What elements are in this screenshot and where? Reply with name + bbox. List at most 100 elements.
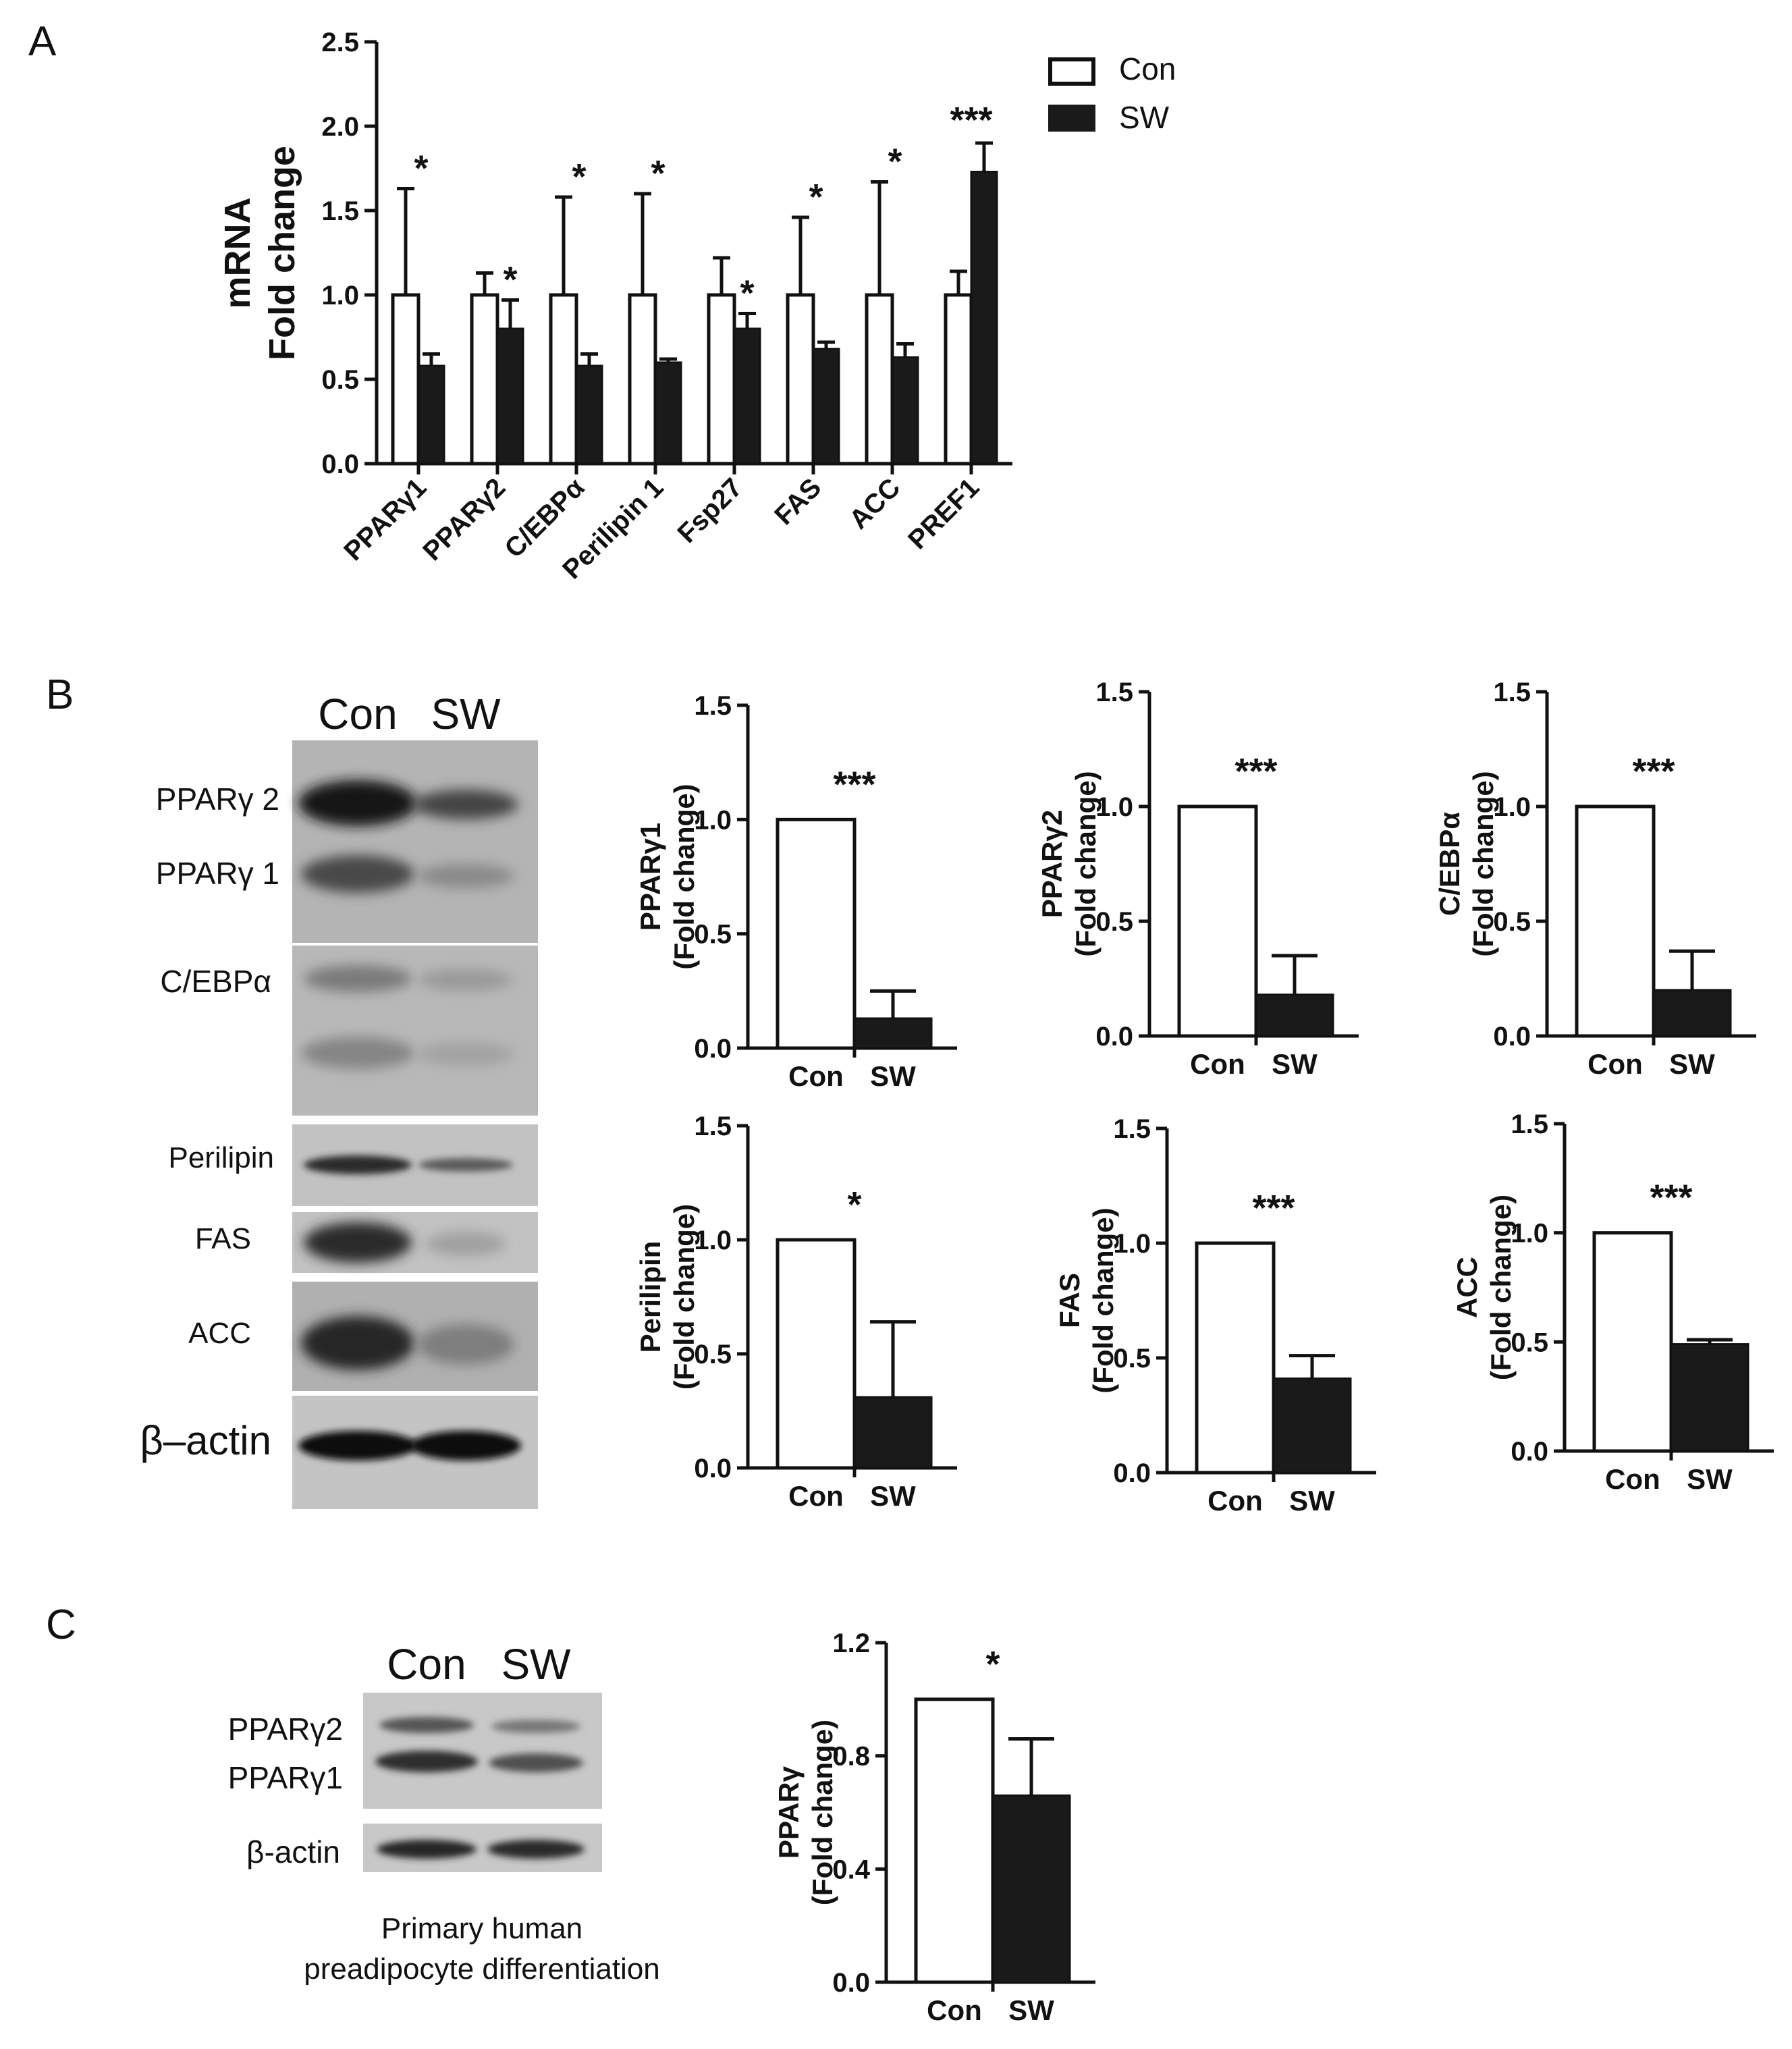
chartb1-ylabel-line1: PPARγ1 — [634, 823, 666, 931]
chartb6-y-tick-label: 0.0 — [1511, 1437, 1548, 1467]
chartb5-ylabel-line1: FAS — [1054, 1273, 1085, 1328]
chartb6-x-label-con: Con — [1605, 1463, 1660, 1495]
chart-a-legend: Con SW — [1048, 51, 1176, 135]
chartb5-bar-con — [1195, 1241, 1276, 1475]
chartb3-x-label-con: Con — [1587, 1048, 1643, 1080]
chartb2-significance: *** — [1234, 751, 1277, 792]
blot-b-strip-cebpa — [292, 946, 538, 1116]
chartb4-y-tick-label: 0.0 — [694, 1454, 732, 1483]
blot-c-label-ppar2: PPARγ2 — [228, 1712, 343, 1747]
chart-a-bar-sw — [496, 327, 524, 465]
chart-a-y-tick-label: 1.0 — [321, 281, 359, 310]
chart-a-significance: * — [651, 153, 665, 194]
chartb4-significance: * — [847, 1184, 861, 1225]
blot-b-label-actin: β–actin — [140, 1418, 271, 1463]
legend-sw-swatch — [1048, 105, 1095, 132]
chartb2-y-tick-label: 0.5 — [1095, 907, 1133, 937]
chartb1-y-tick-label: 0.5 — [694, 920, 732, 950]
chart-a: Con SW 0.0 0.5 1.0 1.5 2.0 2.5 mRNA Fold change… — [217, 28, 1176, 585]
chart-a-significance: *** — [950, 100, 992, 140]
chart-a-significance: * — [740, 273, 754, 314]
chartb3-ylabel-line1: C/EBPα — [1434, 812, 1465, 916]
chartb3-y-tick-label: 1.5 — [1493, 678, 1531, 707]
chartc1-ylabel-line2: (Fold change) — [807, 1720, 838, 1905]
chartb2-bar-sw — [1255, 993, 1334, 1037]
chartb6-significance: *** — [1650, 1178, 1692, 1218]
chart-b-ppar1: 0.0 0.5 1.0 1.5 PPARγ1 (Fold change) Con SW *** — [634, 691, 957, 1092]
western-blot-b: Con SW — [140, 690, 538, 1509]
chart-a-bar-con — [391, 293, 420, 466]
chartb5-y-tick-label: 1.5 — [1113, 1114, 1151, 1144]
panel-label-b: B — [46, 672, 74, 718]
chartb5-significance: *** — [1252, 1188, 1295, 1228]
western-blot-c: Con SW PPARγ2 PPARγ1 β-actin Primary hum… — [228, 1640, 660, 1986]
blot-b-strip-actin — [292, 1396, 538, 1509]
legend-con-swatch — [1048, 57, 1095, 86]
chartb1-x-label-sw: SW — [870, 1060, 916, 1092]
blot-c-header-sw: SW — [501, 1640, 571, 1689]
chartb3-y-tick-label: 0.0 — [1493, 1022, 1531, 1051]
chart-a-bar-sw — [654, 361, 682, 465]
blot-b-strip-perilipin — [292, 1124, 538, 1206]
blot-c-caption-line2: preadipocyte differentiation — [304, 1952, 660, 1986]
blot-c-strip-actin — [363, 1824, 602, 1872]
blot-b-label-ppar2: PPARγ 2 — [156, 782, 279, 817]
chart-b-perilipin: 0.0 0.5 1.0 1.5 Perilipin (Fold change) Con SW * — [634, 1112, 957, 1512]
chart-a-bar-con — [628, 293, 657, 466]
chartb6-y-tick-label: 1.0 — [1511, 1219, 1548, 1249]
chart-a-category-label: ACC — [844, 472, 906, 535]
chartb4-y-tick-label: 1.5 — [694, 1112, 732, 1141]
chartb2-ylabel-line1: PPARγ2 — [1036, 810, 1068, 918]
legend-con-label: Con — [1119, 51, 1176, 86]
chartb3-ylabel-line2: (Fold change) — [1467, 771, 1499, 956]
chart-a-category-label: Fsp27 — [672, 472, 749, 549]
chart-a-significance: * — [888, 142, 902, 182]
chart-a-bar-con — [786, 293, 815, 466]
chartb6-ylabel-line2: (Fold change) — [1485, 1195, 1517, 1380]
chartb2-x-label-sw: SW — [1272, 1048, 1318, 1080]
chartc1-y-tick-label: 0.0 — [832, 1968, 870, 1998]
legend-sw-label: SW — [1119, 100, 1170, 135]
chart-a-bar-sw — [417, 364, 445, 465]
chart-a-category-label: PPARγ1 — [338, 472, 432, 566]
chartb1-y-tick-label: 1.0 — [694, 805, 732, 835]
blot-b-header-con: Con — [318, 690, 397, 738]
chartb3-y-tick-label: 1.0 — [1493, 792, 1531, 822]
chart-a-bar-con — [865, 293, 894, 466]
chartb5-y-tick-label: 0.5 — [1113, 1344, 1151, 1373]
chart-a-y-tick-label: 0.0 — [321, 449, 359, 479]
chart-a-bar-sw — [575, 364, 603, 465]
chart-a-bar-sw — [812, 348, 840, 465]
chart-a-significance: * — [809, 177, 823, 217]
blot-b-label-acc: ACC — [188, 1317, 251, 1350]
blot-b-label-perilipin: Perilipin — [168, 1141, 274, 1174]
chartb6-y-tick-label: 0.5 — [1511, 1328, 1548, 1357]
chart-a-bar-con — [944, 293, 973, 466]
blot-b-header-sw: SW — [431, 690, 501, 738]
chartb2-y-tick-label: 0.0 — [1095, 1022, 1133, 1051]
blot-b-label-fas: FAS — [195, 1222, 251, 1255]
chartc1-y-tick-label: 1.2 — [832, 1629, 870, 1658]
chartb3-bar-con — [1575, 804, 1656, 1038]
chartc1-x-label-con: Con — [927, 1994, 982, 2026]
chartb4-x-label-sw: SW — [870, 1480, 916, 1512]
blot-b-strip-ppar — [292, 740, 538, 943]
chartb4-bar-con — [776, 1238, 857, 1470]
chartb4-ylabel-line1: Perilipin — [634, 1241, 666, 1353]
blot-b-strip-acc — [292, 1282, 538, 1391]
chartb5-x-label-sw: SW — [1289, 1485, 1335, 1517]
chartb6-bar-con — [1592, 1231, 1673, 1453]
chartb3-bar-sw — [1652, 989, 1732, 1037]
chartb4-bar-sw — [853, 1396, 933, 1469]
chartb2-ylabel-line2: (Fold change) — [1070, 771, 1102, 956]
panel-label-c: C — [46, 1602, 76, 1648]
chartb3-significance: *** — [1632, 751, 1675, 792]
chartb1-bar-sw — [853, 1017, 933, 1049]
chart-a-ylabel-line2: Fold change — [262, 146, 302, 360]
chartb5-y-tick-label: 1.0 — [1113, 1229, 1151, 1259]
chart-a-significance: * — [572, 157, 586, 197]
chart-a-y-tick-label: 0.5 — [321, 365, 359, 395]
chartb6-y-tick-label: 1.5 — [1511, 1110, 1548, 1139]
chart-a-bar-con — [549, 293, 578, 466]
